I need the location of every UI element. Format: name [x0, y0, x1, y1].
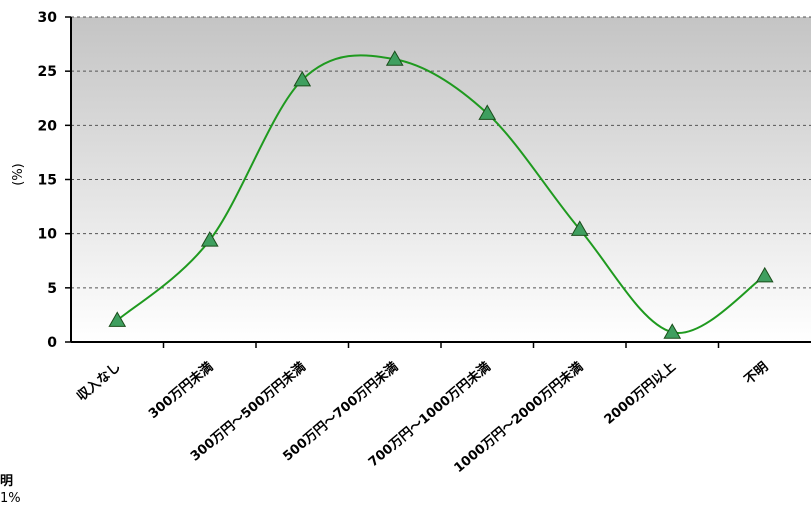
data-marker	[200, 231, 219, 247]
clipped-label-fragment: 明	[0, 474, 14, 489]
y-axis-label: (%)	[11, 163, 26, 186]
x-tick-label: 収入なし	[74, 360, 123, 405]
y-tick-labels: 0 5 10 15 20 25 30	[38, 10, 58, 351]
data-marker	[570, 220, 589, 236]
y-tick-label: 30	[38, 10, 58, 26]
series-line	[116, 54, 766, 334]
y-tick-label: 0	[47, 335, 57, 351]
data-marker	[663, 323, 682, 339]
data-marker	[108, 311, 127, 327]
y-tick-label: 25	[38, 64, 57, 80]
axes	[65, 16, 811, 348]
y-tick-label: 15	[38, 173, 57, 189]
x-tick-labels: 収入なし 300万円未満300万円～500万円未満500万円～700万円未満700…	[74, 359, 771, 476]
y-tick-label: 10	[38, 227, 58, 243]
x-tick-label: 不明	[742, 360, 772, 388]
data-marker	[478, 104, 497, 120]
y-tick-label: 20	[38, 118, 58, 134]
x-tick-label: 2000万円以上	[602, 360, 679, 428]
clipped-value-fragment: 1%	[0, 491, 21, 506]
data-marker	[755, 266, 774, 283]
x-tick-label: 300万円未満	[145, 359, 216, 422]
y-tick-label: 5	[47, 281, 57, 297]
plot-background	[71, 17, 811, 342]
data-marker	[293, 70, 312, 87]
data-marker	[385, 50, 404, 66]
data-markers	[108, 50, 774, 339]
